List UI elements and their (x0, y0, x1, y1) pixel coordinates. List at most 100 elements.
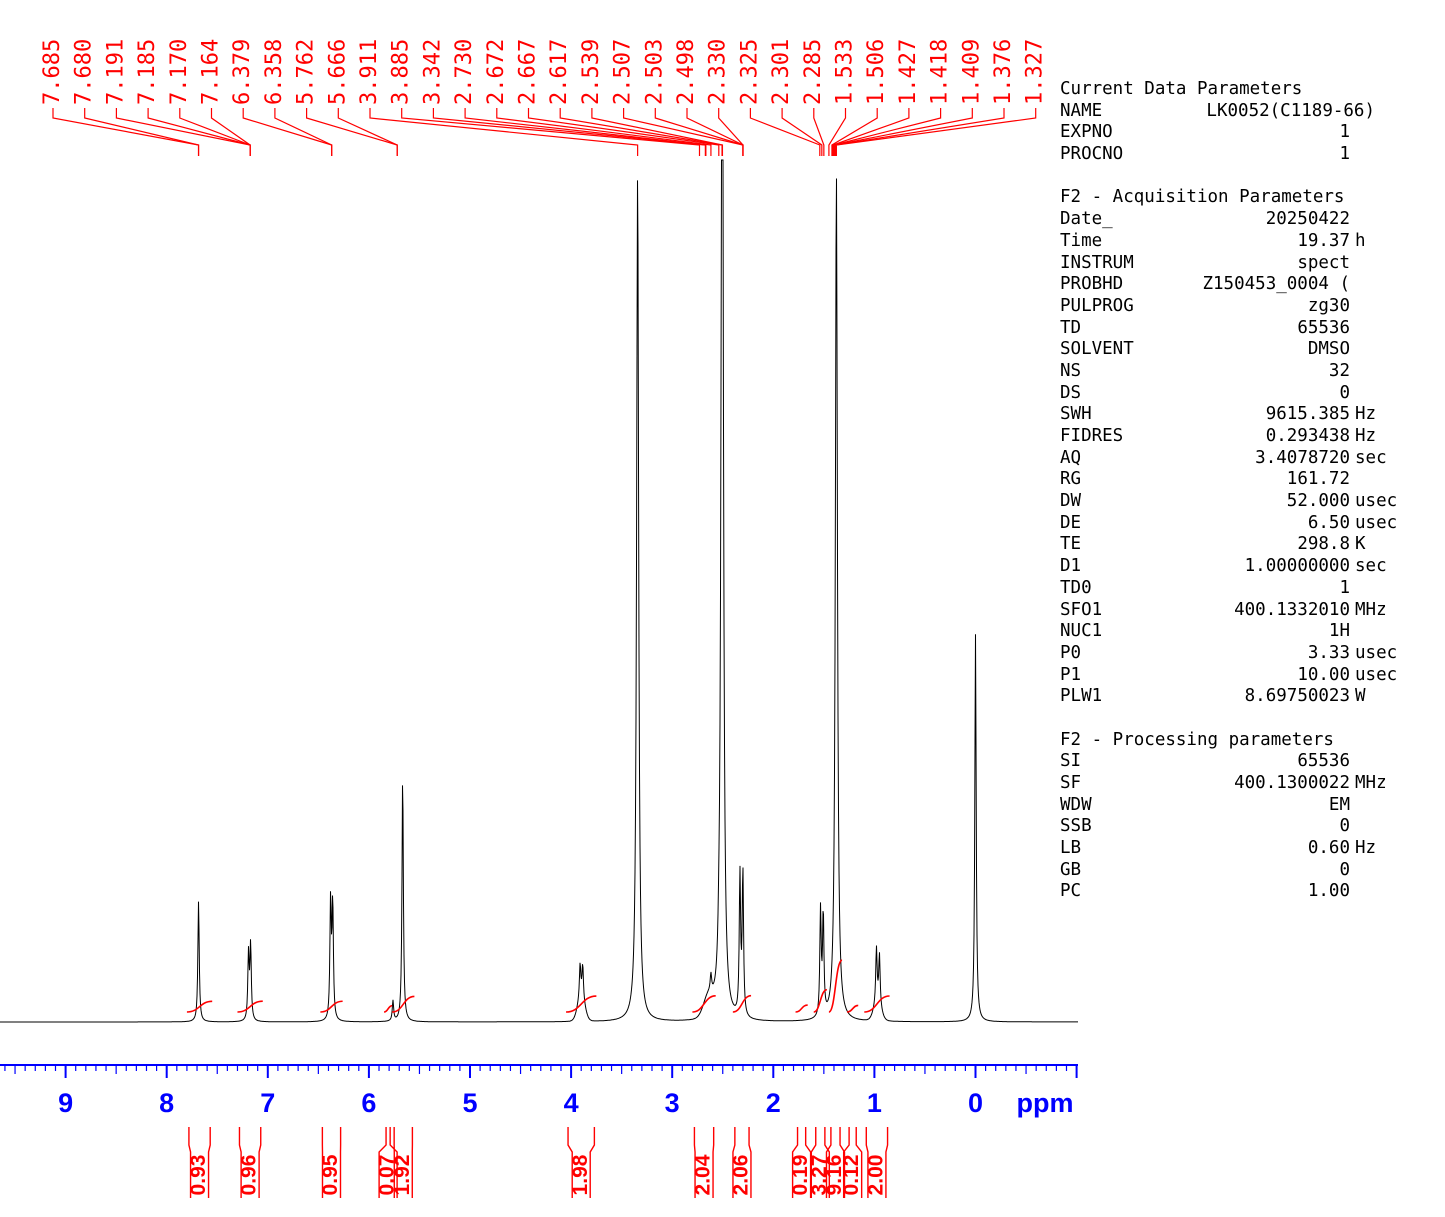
integral-curve (732, 994, 752, 1013)
param-unit: usec (1355, 512, 1398, 533)
integral-curve (392, 995, 415, 1013)
integral-curve-layer (186, 959, 890, 1013)
param-row: D1 1.00000000 sec (1060, 556, 1435, 578)
peak-label: 2.498 (674, 39, 699, 105)
peak-label: 6.358 (262, 39, 287, 105)
param-key: DW (1060, 491, 1082, 512)
param-row: FIDRES 0.293438 Hz (1060, 426, 1435, 448)
param-key: WDW (1060, 794, 1092, 815)
param-value: 10.00 (1297, 664, 1350, 685)
integral-bracket (810, 1127, 831, 1198)
integral-curve (828, 959, 843, 1013)
param-row: LB 0.60 Hz (1060, 838, 1435, 860)
param-row: RG 161.72 (1060, 469, 1435, 491)
param-row: SI 65536 (1060, 751, 1435, 773)
param-row: SWH 9615.385 Hz (1060, 404, 1435, 426)
x-axis-label: ppm (1017, 1088, 1074, 1118)
peak-label: 1.506 (864, 39, 889, 105)
param-value: 1 (1339, 144, 1350, 165)
param-unit: MHz (1355, 773, 1387, 793)
integral-value: 1.92 (391, 1155, 414, 1196)
param-key: PLW1 (1060, 686, 1103, 707)
param-row: WDW EM (1060, 795, 1435, 817)
integral-value: 0.07 (376, 1155, 399, 1196)
peak-label: 2.285 (801, 39, 826, 105)
peak-label: 2.507 (611, 39, 636, 105)
param-value: 400.1300022 (1234, 773, 1350, 793)
param-row: SOLVENT DMSO (1060, 339, 1435, 361)
param-row: DS 0 (1060, 383, 1435, 405)
peak-label: 2.672 (484, 39, 509, 105)
param-row: PC 1.00 (1060, 881, 1435, 903)
param-row: TD 65536 (1060, 318, 1435, 340)
param-row: SFO1 400.1332010 MHz (1060, 600, 1435, 622)
peak-label: 2.539 (579, 39, 604, 105)
param-key: NAME (1060, 100, 1103, 121)
peak-connector (242, 108, 333, 156)
x-tick-label: 1 (867, 1088, 882, 1118)
param-row: P1 10.00 usec (1060, 665, 1435, 687)
param-key: SWH (1060, 404, 1092, 425)
param-unit: usec (1355, 491, 1398, 512)
param-value: 1 (1339, 577, 1350, 598)
param-key: INSTRUM (1060, 252, 1134, 273)
param-row: PROBHD Z150453_0004 ( (1060, 274, 1435, 296)
param-unit: usec (1355, 642, 1398, 663)
integral-curve (846, 1004, 859, 1013)
x-tick-label: 9 (58, 1088, 73, 1118)
peak-connector (115, 108, 251, 156)
param-key: GB (1060, 859, 1082, 880)
param-row: SSB 0 (1060, 816, 1435, 838)
param-row: PLW1 8.69750023 W (1060, 686, 1435, 708)
param-row: NUC1 1H (1060, 621, 1435, 643)
peak-label: 7.685 (40, 39, 65, 105)
peak-connector (464, 108, 707, 156)
param-value: 19.37 (1297, 230, 1350, 251)
acquisition-parameters-panel: Current Data Parameters NAME LK0052(C1189-… (1060, 79, 1435, 903)
param-value: 65536 (1297, 317, 1350, 338)
param-value: 1 (1339, 122, 1350, 143)
peak-connector (813, 108, 825, 156)
param-row: TE 298.8 K (1060, 534, 1435, 556)
peak-label-layer: 7.685 7.680 7.191 7.185 7.170 7.164 6.379 6.358… (40, 39, 1048, 156)
param-key: DS (1060, 382, 1082, 403)
integral-bracket (188, 1127, 211, 1198)
param-key: PROCNO (1060, 144, 1124, 165)
param-value: 400.1332010 (1234, 599, 1350, 620)
param-row: NS 32 (1060, 361, 1435, 383)
param-unit: usec (1355, 664, 1398, 685)
peak-label: 1.409 (959, 39, 984, 105)
integral-curve (186, 1000, 213, 1013)
peak-label: 2.617 (547, 39, 572, 105)
integral-value: 0.19 (789, 1155, 812, 1196)
peak-connector (210, 108, 251, 156)
param-value: 0.293438 (1265, 426, 1350, 446)
param-row: Date_ 20250422 (1060, 209, 1435, 231)
integral-bracket (693, 1127, 715, 1198)
ppm-axis: 9 8 7 6 5 4 3 2 1 0 ppm (0, 1064, 1078, 1118)
param-key: SOLVENT (1060, 339, 1134, 360)
param-row: P0 3.33 usec (1060, 643, 1435, 665)
param-row: Time 19.37 h (1060, 231, 1435, 253)
param-value: 1.00000000 (1244, 556, 1350, 577)
param-value: 52.000 (1286, 491, 1350, 512)
param-key: SFO1 (1060, 599, 1103, 620)
integral-value: 0.96 (238, 1155, 261, 1196)
param-key: TE (1060, 534, 1082, 555)
param-value: LK0052(C1189-66) (1206, 100, 1375, 121)
peak-connector (337, 108, 398, 156)
integral-curve (565, 995, 597, 1013)
integral-value: 2.04 (692, 1154, 715, 1195)
param-key: PROBHD (1060, 274, 1124, 295)
param-key: DE (1060, 512, 1082, 533)
integral-bracket (865, 1127, 889, 1198)
peak-label: 5.762 (294, 39, 319, 105)
peak-connector (834, 108, 973, 156)
peak-label: 3.911 (357, 39, 382, 105)
param-value: 65536 (1297, 751, 1350, 772)
param-value: 9615.385 (1265, 404, 1350, 425)
param-group-title: F2 - Processing parameters (1060, 729, 1334, 750)
param-value: 0 (1339, 859, 1350, 880)
param-key: SF (1060, 773, 1082, 793)
